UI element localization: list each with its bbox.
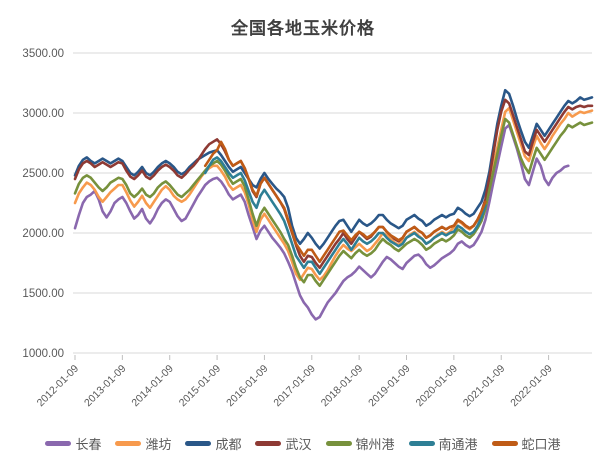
chart-title: 全国各地玉米价格: [231, 19, 375, 38]
legend-label: 武汉: [285, 437, 312, 452]
legend-marker-icon: [325, 441, 352, 446]
x-axis-tick-label: 2015-01-09: [177, 363, 224, 410]
x-axis-tick-label: 2019-01-09: [366, 363, 413, 410]
x-axis-tick-label: 2022-01-09: [508, 363, 555, 410]
x-axis-tick-label: 2013-01-09: [82, 363, 129, 410]
legend-item-6: 蛇口港: [491, 434, 561, 453]
x-axis-tick-label: 2017-01-09: [271, 363, 318, 410]
legend-item-4: 锦州港: [325, 434, 395, 453]
y-axis-tick-label: 2000.00: [22, 228, 64, 240]
x-axis-tick-label: 2016-01-09: [224, 363, 271, 410]
y-axis-tick-label: 3000.00: [22, 108, 64, 120]
x-axis-tick-label: 2012-01-09: [35, 363, 82, 410]
x-axis-tick-label: 2021-01-09: [461, 363, 508, 410]
legend-marker-icon: [115, 441, 142, 446]
series-line-0: [73, 123, 570, 321]
legend-label: 锦州港: [355, 437, 395, 452]
legend-label: 成都: [215, 437, 242, 452]
series-line-6: [203, 140, 487, 264]
legend-item-5: 南通港: [408, 434, 478, 453]
y-axis-tick-label: 2500.00: [22, 168, 64, 180]
legend-label: 蛇口港: [521, 437, 561, 452]
series-line-4: [73, 117, 594, 288]
legend-label: 潍坊: [145, 437, 172, 452]
y-axis-tick-label: 1500.00: [22, 288, 64, 300]
series-line-5: [203, 156, 487, 276]
series-line-3: [73, 98, 594, 270]
x-axis-tick-label: 2020-01-09: [414, 363, 461, 410]
legend-marker-icon: [255, 441, 282, 446]
legend-item-0: 长春: [45, 434, 101, 453]
legend-marker-icon: [491, 441, 518, 446]
legend-label: 南通港: [438, 437, 478, 452]
y-axis-tick-label: 1000.00: [22, 348, 64, 360]
legend-item-2: 成都: [185, 434, 241, 453]
legend-marker-icon: [45, 441, 72, 446]
chart-legend: 长春 潍坊 成都 武汉 锦州港 南通港 蛇口港: [0, 434, 606, 453]
legend-marker-icon: [408, 441, 435, 446]
x-axis-tick-label: 2014-01-09: [129, 363, 176, 410]
series-line-2: [73, 88, 594, 250]
y-axis-tick-label: 3500.00: [22, 48, 64, 60]
x-axis-tick-label: 2018-01-09: [319, 363, 366, 410]
legend-label: 长春: [75, 437, 102, 452]
legend-item-1: 潍坊: [115, 434, 171, 453]
series-line-1: [73, 106, 594, 282]
legend-marker-icon: [185, 441, 212, 446]
legend-item-3: 武汉: [255, 434, 312, 453]
